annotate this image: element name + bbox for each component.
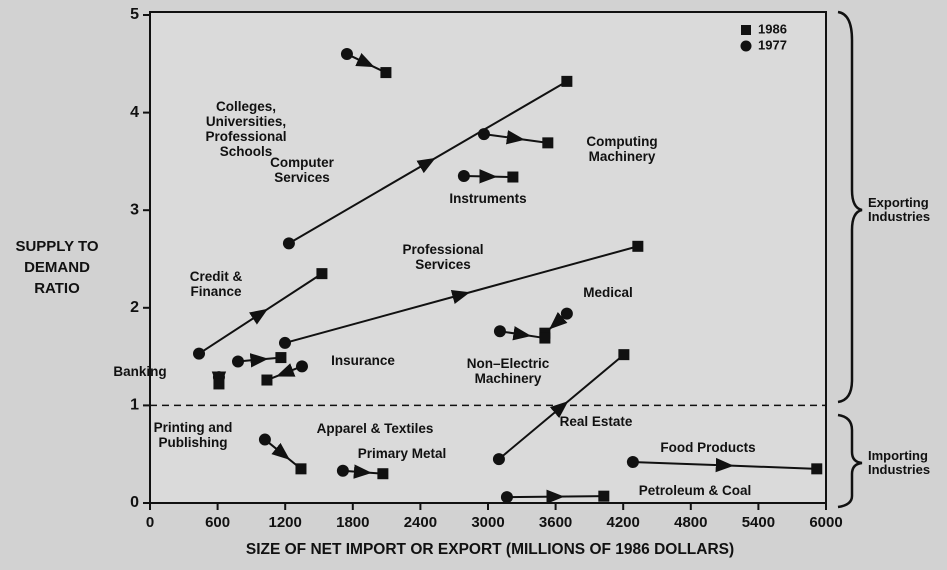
industry-label: Computer Services [270, 155, 334, 185]
x-tick-label: 0 [146, 514, 154, 531]
annotation: Importing Industries [868, 448, 931, 477]
point-circle [492, 453, 505, 466]
industry-label: Medical [583, 285, 633, 300]
point-circle [626, 456, 639, 469]
point-square [618, 349, 630, 361]
point-square [316, 268, 328, 280]
point-square [380, 67, 392, 79]
point-circle [336, 464, 349, 477]
x-tick-label: 5400 [742, 514, 775, 531]
point-square [598, 490, 610, 502]
point-circle [457, 170, 470, 183]
change-arrow [463, 169, 513, 184]
point-circle [340, 48, 353, 61]
y-tick-label: 1 [130, 397, 139, 414]
industry-label: Banking [113, 364, 167, 379]
point-square [213, 378, 225, 390]
point-circle [493, 325, 506, 338]
change-arrow [284, 245, 639, 344]
change-arrow [506, 489, 604, 504]
x-tick-label: 3000 [471, 514, 504, 531]
change-arrow [264, 438, 302, 470]
industry-label: Apparel & Textiles [316, 421, 434, 436]
industry-label: Food Products [660, 440, 756, 455]
industry-label: Real Estate [559, 414, 633, 429]
point-square [632, 240, 644, 252]
change-arrow [499, 326, 546, 341]
plot-area [149, 11, 827, 504]
x-tick-label: 4800 [674, 514, 707, 531]
brace [837, 413, 863, 509]
point-circle [258, 433, 271, 446]
industry-label: Primary Metal [357, 446, 447, 461]
y-tick-label: 4 [130, 104, 139, 121]
change-arrow [483, 130, 548, 145]
change-arrow [346, 52, 387, 74]
x-tick-label: 3600 [539, 514, 572, 531]
x-tick-label: 1200 [269, 514, 302, 531]
point-circle [477, 128, 490, 141]
y-tick-label: 0 [130, 494, 139, 511]
point-circle [231, 355, 244, 368]
point-square [261, 374, 273, 386]
x-tick-label: 600 [205, 514, 230, 531]
point-square [275, 352, 287, 364]
industry-label: Instruments [449, 191, 527, 206]
point-square [561, 75, 573, 87]
industry-label: Non–Electric Machinery [466, 356, 550, 386]
point-square [539, 332, 551, 344]
industry-label: Colleges, Universities, Professional Sch… [205, 99, 287, 159]
change-arrow [288, 80, 568, 245]
legend-label: 1977 [758, 37, 787, 52]
legend-label: 1986 [758, 21, 787, 36]
change-arrow [342, 464, 383, 479]
point-circle [278, 336, 291, 349]
y-tick-label: 2 [130, 299, 139, 316]
annotation: Exporting Industries [868, 195, 931, 224]
point-square [542, 137, 554, 149]
y-axis-label: SUPPLY TO DEMAND RATIO [15, 238, 99, 297]
point-circle [560, 307, 573, 320]
change-arrow [266, 363, 303, 381]
point-square [811, 463, 823, 475]
y-tick-label: 5 [130, 6, 139, 23]
industry-label: Credit & Finance [189, 269, 243, 299]
x-axis-label: SIZE OF NET IMPORT OR EXPORT (MILLIONS O… [245, 541, 735, 558]
y-tick-label: 3 [130, 201, 139, 218]
industry-label: Insurance [331, 353, 395, 368]
brace [837, 10, 863, 404]
change-arrow [198, 272, 323, 355]
industry-label: Petroleum & Coal [638, 483, 752, 498]
change-arrow [632, 457, 817, 473]
industry-label: Professional Services [402, 242, 484, 272]
legend-marker [740, 40, 752, 52]
point-circle [282, 237, 295, 250]
change-arrow [498, 353, 625, 460]
point-square [295, 463, 307, 475]
x-tick-label: 6000 [809, 514, 842, 531]
point-circle [193, 347, 206, 360]
industry-label: Computing Machinery [586, 134, 658, 164]
industry-label: Printing and Publishing [153, 420, 233, 450]
legend-marker [741, 25, 751, 35]
x-tick-label: 1800 [336, 514, 369, 531]
point-square [377, 468, 389, 480]
point-circle [295, 360, 308, 373]
point-square [507, 171, 519, 183]
point-circle [500, 491, 513, 504]
change-arrow [237, 353, 282, 368]
x-tick-label: 4200 [607, 514, 640, 531]
x-tick-label: 2400 [404, 514, 437, 531]
